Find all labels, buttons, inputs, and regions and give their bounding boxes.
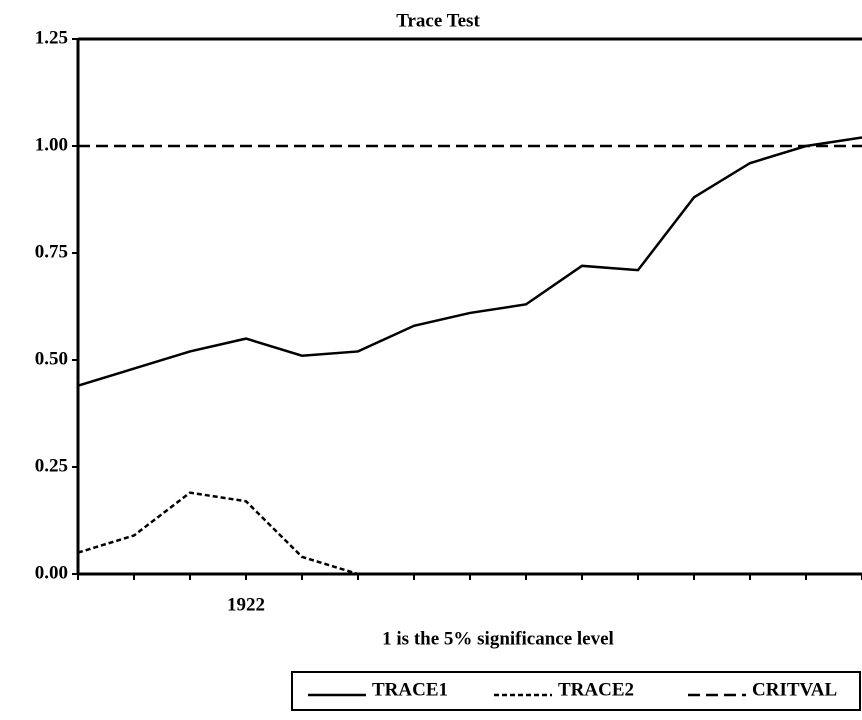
y-tick-label: 0.00 bbox=[35, 562, 68, 583]
series-line bbox=[77, 136, 862, 387]
y-tick-label: 1.25 bbox=[35, 27, 68, 48]
y-tick-label: 0.25 bbox=[35, 455, 68, 476]
legend-box bbox=[291, 671, 861, 711]
legend-label: CRITVAL bbox=[752, 679, 837, 700]
y-tick-label: 1.00 bbox=[35, 134, 68, 155]
legend-label: TRACE2 bbox=[558, 679, 634, 700]
y-tick-label: 0.75 bbox=[35, 241, 68, 262]
annotation: 1 is the 5% significance level bbox=[382, 628, 614, 649]
y-tick-label: 0.50 bbox=[35, 348, 68, 369]
legend-label: TRACE1 bbox=[372, 679, 448, 700]
x-tick-label: 1922 bbox=[227, 594, 265, 615]
series-line bbox=[77, 491, 862, 576]
chart-title: Trace Test bbox=[396, 10, 480, 31]
